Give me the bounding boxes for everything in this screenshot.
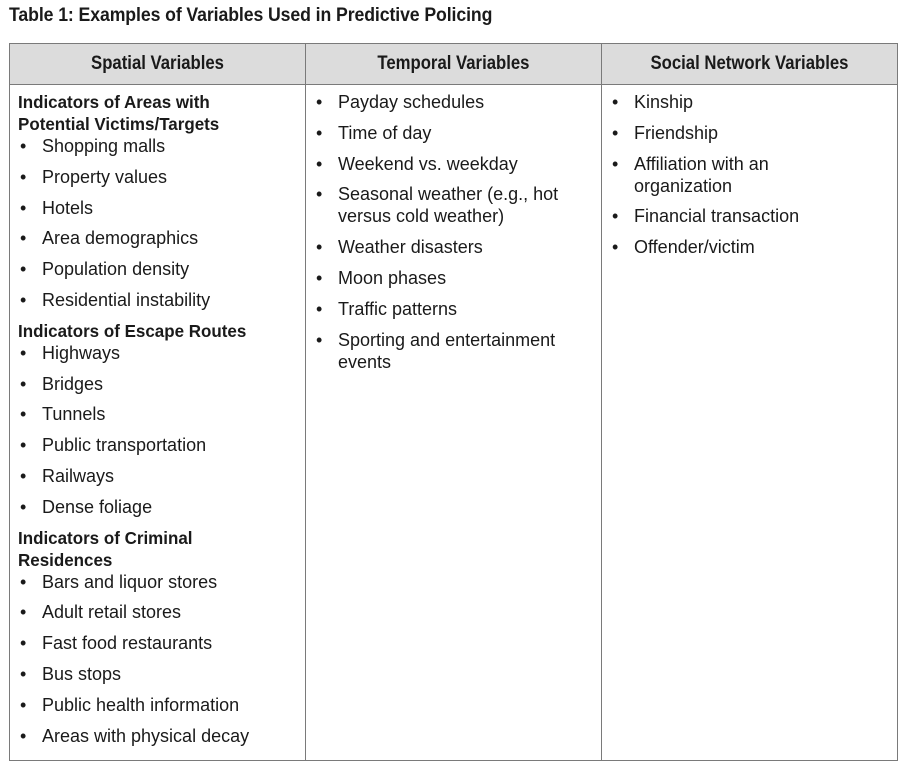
group-heading: Indicators of Escape Routes	[18, 320, 247, 341]
list-item: Bridges	[18, 373, 299, 395]
list-item: Shopping malls	[18, 135, 299, 157]
list-item: Offender/victim	[610, 236, 891, 258]
list-item: Public transportation	[18, 434, 299, 456]
list-item: Moon phases	[314, 267, 595, 289]
body-row: Indicators of Areas with Potential Victi…	[9, 84, 898, 761]
header-spatial: Spatial Variables	[9, 43, 306, 85]
item-list: Highways Bridges Tunnels Public transpor…	[18, 342, 299, 518]
list-item: Highways	[18, 342, 299, 364]
list-item: Area demographics	[18, 227, 299, 249]
header-temporal: Temporal Variables	[305, 43, 602, 85]
list-item: Seasonal weather (e.g., hot versus cold …	[314, 183, 588, 227]
list-item: Population density	[18, 258, 299, 280]
list-item: Payday schedules	[314, 91, 595, 113]
list-item: Financial transaction	[610, 205, 891, 227]
list-item: Dense foliage	[18, 496, 299, 518]
group-heading: Indicators of Criminal Residences	[18, 527, 193, 570]
item-list: Bars and liquor stores Adult retail stor…	[18, 571, 299, 747]
list-item: Residential instability	[18, 289, 299, 311]
social-network-cell: Kinship Friendship Affiliation with an o…	[601, 84, 898, 761]
variables-table: Spatial Variables Temporal Variables Soc…	[9, 43, 898, 761]
temporal-cell: Payday schedules Time of day Weekend vs.…	[305, 84, 602, 761]
list-item: Weather disasters	[314, 236, 595, 258]
list-item: Fast food restaurants	[18, 632, 299, 654]
list-item: Property values	[18, 166, 299, 188]
list-item: Public health information	[18, 694, 299, 716]
list-item: Hotels	[18, 197, 299, 219]
list-item: Friendship	[610, 122, 891, 144]
list-item: Kinship	[610, 91, 891, 113]
list-item: Areas with physical decay	[18, 725, 299, 747]
list-item: Railways	[18, 465, 299, 487]
list-item: Bars and liquor stores	[18, 571, 299, 593]
spatial-cell: Indicators of Areas with Potential Victi…	[9, 84, 306, 761]
list-item: Time of day	[314, 122, 595, 144]
item-list: Payday schedules Time of day Weekend vs.…	[314, 91, 595, 373]
list-item: Affiliation with an organization	[610, 153, 814, 197]
list-item: Traffic patterns	[314, 298, 595, 320]
list-item: Adult retail stores	[18, 601, 299, 623]
list-item: Tunnels	[18, 403, 299, 425]
list-item: Bus stops	[18, 663, 299, 685]
list-item: Weekend vs. weekday	[314, 153, 595, 175]
item-list: Kinship Friendship Affiliation with an o…	[610, 91, 891, 258]
item-list: Shopping malls Property values Hotels Ar…	[18, 135, 299, 311]
list-item: Sporting and entertainment events	[314, 329, 588, 373]
group-heading: Indicators of Areas with Potential Victi…	[18, 92, 220, 134]
header-social-network: Social Network Variables	[601, 43, 898, 85]
table-caption: Table 1: Examples of Variables Used in P…	[9, 5, 493, 26]
header-row: Spatial Variables Temporal Variables Soc…	[9, 43, 898, 85]
